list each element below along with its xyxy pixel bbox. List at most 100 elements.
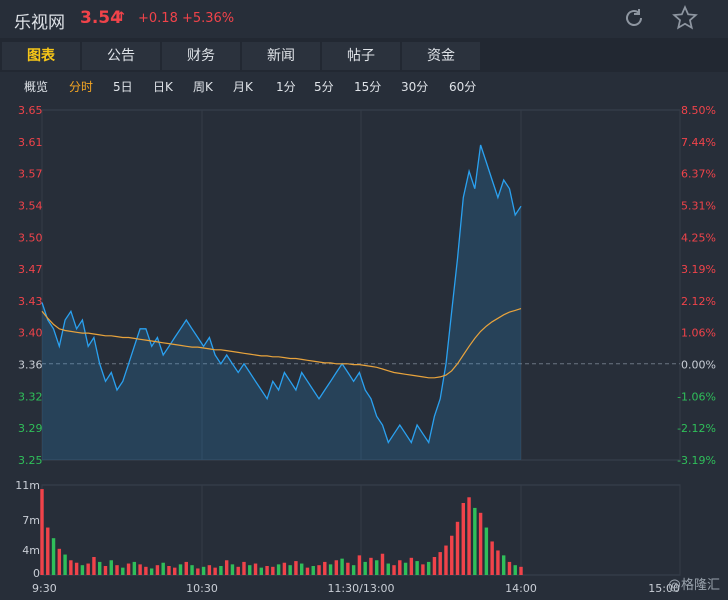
up-arrow-icon: ↑ [116,10,127,25]
pct-tick-label: 8.50% [681,104,716,117]
price-tick-label: 3.47 [18,263,43,276]
price-line [41,144,522,445]
volume-bar [392,565,396,575]
price-tick-label: 3.40 [18,327,43,340]
refresh-icon[interactable] [622,6,646,30]
tab-5[interactable]: 资金 [402,42,480,70]
pct-tick-label: 1.06% [681,327,716,340]
period-9[interactable]: 30分 [401,80,429,94]
volume-bar [155,565,160,575]
period-5[interactable]: 月K [233,80,253,94]
volume-bar [328,564,333,575]
volume-bar [507,561,512,575]
volume-bar [57,548,62,575]
current-price: 3.54 [80,8,122,28]
volume-bar [363,561,367,575]
volume-bar [80,565,85,575]
volume-bar [403,562,408,575]
volume-bar [40,489,44,575]
volume-bar [450,535,454,575]
price-tick-label: 3.25 [18,454,43,467]
volume-bar [305,567,310,575]
volume-bar [196,568,200,575]
volume-bar [201,566,206,575]
price-tick-label: 3.65 [18,104,43,117]
volume-bar [288,565,292,575]
star-icon[interactable] [672,5,698,31]
time-label: 11:30/13:00 [327,582,394,595]
volume-bar [311,566,315,575]
pct-tick-label: 0.00% [681,359,716,372]
volume-bar [317,565,321,575]
volume-bar [467,497,471,575]
volume-bar [86,563,90,575]
volume-bar [161,562,165,575]
volume-bar [473,507,477,575]
volume-bar [386,563,390,575]
volume-bar [248,565,252,575]
volume-bar [409,557,414,575]
volume-bar [380,553,385,575]
volume-bar [519,566,523,575]
volume-bar [74,562,79,575]
section-tabs: 图表 公告 财务 新闻 帖子 资金 [0,38,728,72]
volume-bar [178,564,183,575]
price-tick-label: 3.43 [18,295,43,308]
volume-bar [265,566,269,575]
time-label: 9:30 [32,582,57,595]
volume-bar [236,566,240,575]
volume-bar [369,557,373,575]
pct-tick-label: 6.37% [681,168,716,181]
volume-bar [173,567,177,575]
volume-tick-label: 7m [22,514,40,527]
volume-bar [253,563,258,575]
price-area [42,145,521,460]
volume-bar [259,567,264,575]
price-tick-label: 3.50 [18,231,43,244]
volume-bar [282,562,287,575]
volume-bar [351,565,356,575]
volume-bar [299,563,304,575]
volume-bar [109,560,113,575]
volume-bar [398,560,402,575]
period-4[interactable]: 周K [193,80,213,94]
volume-bar [415,561,419,575]
volume-bar [421,564,425,575]
period-0[interactable]: 概览 [24,80,49,94]
period-selector: 概览 分时 5日 日K 周K 月K 1分 5分 15分 30分 60分 [0,74,728,98]
pct-tick-label: 2.12% [681,295,716,308]
volume-bar [190,565,194,575]
period-7[interactable]: 5分 [314,80,334,94]
volume-bar [334,560,339,575]
volume-bar [426,561,431,575]
period-6[interactable]: 1分 [276,80,296,94]
volume-bar [432,557,437,575]
pct-tick-label: 5.31% [681,199,716,212]
volume-bar [461,503,465,575]
period-10[interactable]: 60分 [449,80,477,94]
volume-bar [375,560,379,575]
period-8[interactable]: 15分 [354,80,382,94]
tab-0[interactable]: 图表 [2,42,80,70]
time-label: 14:00 [505,582,537,595]
tab-1[interactable]: 公告 [82,42,160,70]
volume-bar [484,527,489,575]
volume-bar [323,561,327,575]
volume-bar [167,566,171,575]
pct-tick-label: 4.25% [681,231,716,244]
period-3[interactable]: 日K [153,80,173,94]
period-1[interactable]: 分时 [69,80,94,94]
tab-2[interactable]: 财务 [162,42,240,70]
volume-bar [513,565,517,575]
price-tick-label: 3.36 [18,359,43,372]
volume-bar [490,541,494,575]
tab-4[interactable]: 帖子 [322,42,400,70]
pct-tick-label: 3.19% [681,263,716,276]
period-2[interactable]: 5日 [113,80,133,94]
volume-bar [444,545,448,575]
volume-bar [63,554,67,575]
tab-3[interactable]: 新闻 [242,42,320,70]
volume-tick-label: 0 [33,567,40,580]
pct-tick-label: -3.19% [677,454,716,467]
volume-bar [92,557,96,575]
